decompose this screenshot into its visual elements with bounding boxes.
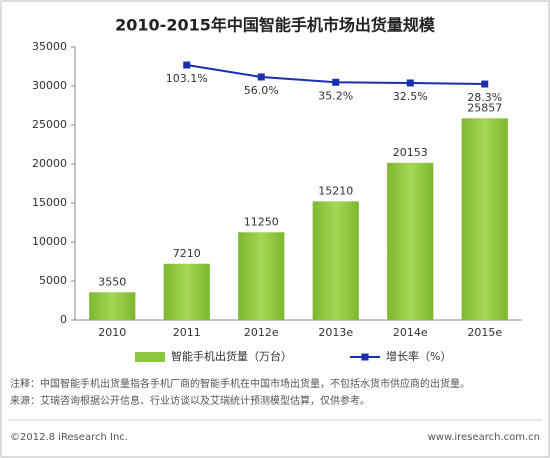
- marker: [257, 73, 265, 81]
- legend-swatch: [361, 353, 369, 361]
- y-tick-label: 15000: [32, 196, 67, 209]
- legend-swatch: [135, 352, 165, 362]
- y-tick-label: 30000: [32, 79, 67, 92]
- chart-title: 2010-2015年中国智能手机市场出货量规模: [115, 16, 436, 35]
- data-label: 20153: [393, 146, 428, 159]
- data-label: 11250: [244, 215, 279, 228]
- data-label: 15210: [318, 184, 353, 197]
- x-tick-label: 2013e: [318, 326, 353, 339]
- note: 注释：中国智能手机出货量指各手机厂商的智能手机在中国市场出货量，不包括水货市供应…: [10, 377, 470, 390]
- data-label: 103.1%: [166, 72, 208, 85]
- marker: [332, 78, 340, 86]
- footer: www.iresearch.com.cn: [428, 432, 540, 443]
- data-label: 35.2%: [318, 89, 353, 102]
- x-tick-label: 2012e: [244, 326, 279, 339]
- y-tick-label: 5000: [39, 274, 67, 287]
- x-tick-label: 2015e: [467, 326, 502, 339]
- x-tick-label: 2010: [98, 326, 126, 339]
- x-tick-label: 2011: [173, 326, 201, 339]
- bar: [163, 263, 210, 320]
- data-label: 3550: [98, 275, 126, 288]
- note: 来源：艾瑞咨询根据公开信息、行业访谈以及艾瑞统计预测模型估算，仅供参考。: [10, 394, 370, 407]
- y-tick-label: 20000: [32, 157, 67, 170]
- y-tick-label: 25000: [32, 118, 67, 131]
- bar: [461, 118, 508, 320]
- data-label: 56.0%: [244, 84, 279, 97]
- y-tick-label: 35000: [32, 40, 67, 53]
- data-label: 25857: [467, 101, 502, 114]
- bar: [238, 232, 285, 320]
- data-label: 7210: [173, 247, 201, 260]
- marker: [481, 80, 489, 88]
- bar: [312, 201, 359, 320]
- marker: [406, 79, 414, 87]
- data-label: 28.3%: [467, 91, 502, 104]
- y-tick-label: 10000: [32, 235, 67, 248]
- legend-label: 智能手机出货量（万台）: [171, 349, 292, 363]
- y-tick-label: 0: [60, 313, 67, 326]
- data-label: 32.5%: [393, 90, 428, 103]
- bar: [89, 292, 136, 320]
- marker: [183, 61, 191, 69]
- legend-label: 增长率（%）: [386, 349, 451, 363]
- footer: ©2012.8 iResearch Inc.: [10, 432, 128, 443]
- bar: [387, 162, 434, 320]
- x-tick-label: 2014e: [393, 326, 428, 339]
